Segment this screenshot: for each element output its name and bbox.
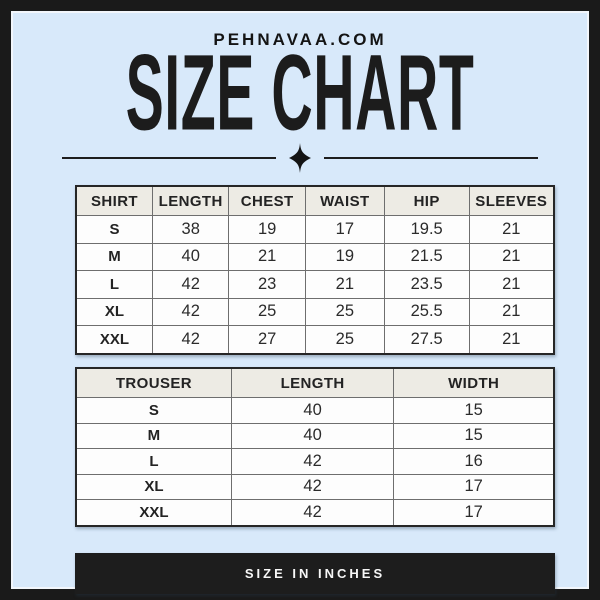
value-cell: 42 [151,297,230,326]
value-cell: 40 [230,397,395,424]
value-cell: 17 [393,473,555,500]
size-label-cell: S [75,215,153,244]
units-banner: SIZE IN INCHES [75,553,555,594]
value-cell: 42 [151,325,230,354]
value-cell: 25 [304,297,385,326]
column-header: SLEEVES [468,185,555,216]
shirt-table-header-row: SHIRT LENGTH CHEST WAIST HIP SLEEVES [75,185,555,216]
size-label-cell: XXL [75,325,153,354]
page-title: SIZE CHART [125,32,475,154]
divider [62,143,538,173]
shirt-size-table: SHIRT LENGTH CHEST WAIST HIP SLEEVES S 38 19 17 1… [75,185,555,355]
brand-text: PEHNAVAA.COM [213,30,387,49]
value-cell: 21 [304,270,385,299]
column-header: HIP [383,185,470,216]
table-row: XXL 42 27 25 27.5 21 [75,325,555,354]
value-cell: 40 [230,422,395,449]
column-header: SHIRT [75,185,153,216]
column-header: TROUSER [75,367,232,398]
table-row: M 40 15 [75,422,555,449]
value-cell: 42 [230,499,395,526]
value-cell: 15 [393,422,555,449]
table-row: M 40 21 19 21.5 21 [75,242,555,271]
column-header: WIDTH [393,367,555,398]
divider-line-right [324,157,538,159]
value-cell: 23.5 [383,270,470,299]
value-cell: 21 [468,297,555,326]
table-row: L 42 16 [75,448,555,475]
table-row: L 42 23 21 23.5 21 [75,270,555,299]
page-title-wrap: SIZE CHART [13,39,587,147]
size-label-cell: XL [75,297,153,326]
value-cell: 42 [230,448,395,475]
value-cell: 19.5 [383,215,470,244]
value-cell: 19 [228,215,306,244]
value-cell: 15 [393,397,555,424]
value-cell: 17 [393,499,555,526]
value-cell: 25 [304,325,385,354]
value-cell: 23 [228,270,306,299]
column-header: LENGTH [151,185,230,216]
value-cell: 27 [228,325,306,354]
size-label-cell: S [75,397,232,424]
size-label-cell: L [75,448,232,475]
value-cell: 21 [468,325,555,354]
sparkle-star-icon [289,143,311,173]
size-label-cell: XL [75,473,232,500]
value-cell: 42 [151,270,230,299]
table-row: S 38 19 17 19.5 21 [75,215,555,244]
value-cell: 16 [393,448,555,475]
value-cell: 21 [228,242,306,271]
trouser-table-header-row: TROUSER LENGTH WIDTH [75,367,555,398]
units-label: SIZE IN INCHES [244,566,386,581]
value-cell: 42 [230,473,395,500]
value-cell: 38 [151,215,230,244]
column-header: LENGTH [230,367,395,398]
table-row: XL 42 25 25 25.5 21 [75,297,555,326]
size-label-cell: XXL [75,499,232,526]
table-row: S 40 15 [75,397,555,424]
value-cell: 25 [228,297,306,326]
value-cell: 21.5 [383,242,470,271]
value-cell: 25.5 [383,297,470,326]
column-header: CHEST [228,185,306,216]
table-row: XL 42 17 [75,473,555,500]
value-cell: 27.5 [383,325,470,354]
value-cell: 40 [151,242,230,271]
value-cell: 17 [304,215,385,244]
value-cell: 19 [304,242,385,271]
divider-line-left [62,157,276,159]
poster-canvas: PEHNAVAA.COM SIZE CHART SHIRT LENGTH CHEST… [11,11,589,594]
value-cell: 21 [468,270,555,299]
table-row: XXL 42 17 [75,499,555,526]
size-label-cell: L [75,270,153,299]
value-cell: 21 [468,242,555,271]
size-label-cell: M [75,242,153,271]
trouser-size-table: TROUSER LENGTH WIDTH S 40 15 M 40 15 L 42 16 XL 42 17… [75,367,555,527]
column-header: WAIST [304,185,385,216]
value-cell: 21 [468,215,555,244]
size-label-cell: M [75,422,232,449]
